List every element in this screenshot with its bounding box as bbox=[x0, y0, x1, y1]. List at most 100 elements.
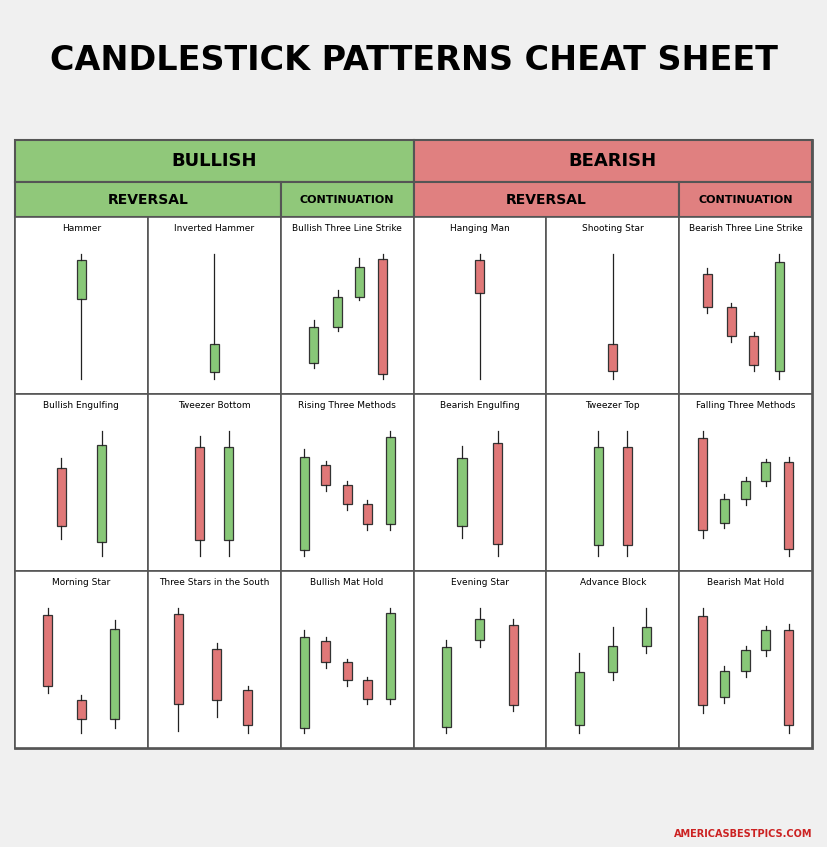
Bar bbox=[299, 637, 308, 728]
Text: Morning Star: Morning Star bbox=[52, 578, 111, 586]
Bar bbox=[679, 571, 812, 748]
Bar bbox=[698, 439, 707, 530]
Bar bbox=[15, 217, 148, 394]
Bar bbox=[243, 690, 252, 725]
Bar bbox=[148, 394, 280, 571]
Bar bbox=[44, 615, 52, 686]
Bar bbox=[355, 267, 364, 296]
Bar bbox=[299, 457, 308, 550]
Bar bbox=[210, 344, 219, 372]
Text: AMERICASBESTPICS.COM: AMERICASBESTPICS.COM bbox=[673, 829, 812, 839]
Text: Advance Block: Advance Block bbox=[580, 578, 646, 586]
Bar bbox=[280, 217, 414, 394]
Bar bbox=[547, 571, 679, 748]
Bar bbox=[385, 437, 394, 524]
Bar bbox=[110, 629, 119, 719]
Bar bbox=[775, 262, 783, 371]
Bar bbox=[56, 468, 65, 526]
Bar bbox=[698, 616, 707, 705]
Bar bbox=[784, 462, 793, 549]
Bar bbox=[719, 671, 729, 697]
Bar bbox=[148, 217, 280, 394]
Text: REVERSAL: REVERSAL bbox=[506, 192, 587, 207]
Text: CANDLESTICK PATTERNS CHEAT SHEET: CANDLESTICK PATTERNS CHEAT SHEET bbox=[50, 43, 777, 76]
Text: Inverted Hammer: Inverted Hammer bbox=[174, 224, 255, 232]
Bar bbox=[363, 680, 372, 699]
Text: BULLISH: BULLISH bbox=[171, 152, 257, 170]
Bar bbox=[414, 140, 812, 182]
Text: Bullish Three Line Strike: Bullish Three Line Strike bbox=[292, 224, 402, 232]
Bar bbox=[509, 625, 518, 705]
Bar bbox=[679, 394, 812, 571]
Bar bbox=[547, 394, 679, 571]
Bar bbox=[679, 217, 812, 394]
Bar bbox=[15, 394, 148, 571]
Bar bbox=[385, 613, 394, 699]
Text: Three Stars in the South: Three Stars in the South bbox=[159, 578, 270, 586]
Bar bbox=[15, 571, 148, 748]
Bar bbox=[494, 443, 502, 544]
Bar bbox=[148, 571, 280, 748]
Bar bbox=[280, 571, 414, 748]
Bar bbox=[15, 140, 414, 182]
Bar bbox=[333, 296, 342, 327]
Bar bbox=[623, 447, 632, 545]
Bar bbox=[98, 445, 106, 542]
Bar bbox=[342, 484, 351, 505]
Bar bbox=[280, 182, 414, 217]
Bar bbox=[727, 307, 736, 336]
Text: Tweezer Top: Tweezer Top bbox=[586, 401, 640, 409]
Bar bbox=[679, 182, 812, 217]
Bar bbox=[195, 446, 204, 540]
Bar bbox=[741, 650, 750, 671]
Bar bbox=[414, 394, 547, 571]
Bar bbox=[608, 646, 617, 673]
Bar bbox=[363, 505, 372, 524]
Text: Bearish Engulfing: Bearish Engulfing bbox=[440, 401, 520, 409]
Bar bbox=[321, 465, 330, 484]
Text: CONTINUATION: CONTINUATION bbox=[698, 195, 793, 204]
Bar bbox=[280, 394, 414, 571]
Bar bbox=[762, 462, 771, 480]
Text: REVERSAL: REVERSAL bbox=[108, 192, 189, 207]
Bar bbox=[342, 662, 351, 680]
Bar bbox=[212, 649, 221, 700]
Bar bbox=[442, 647, 451, 727]
Text: Bullish Mat Hold: Bullish Mat Hold bbox=[310, 578, 384, 586]
Bar bbox=[77, 700, 86, 719]
Text: Bullish Engulfing: Bullish Engulfing bbox=[44, 401, 119, 409]
Bar bbox=[414, 217, 547, 394]
Text: Falling Three Methods: Falling Three Methods bbox=[696, 401, 796, 409]
Bar bbox=[608, 344, 617, 371]
Bar bbox=[476, 261, 485, 293]
Bar bbox=[703, 274, 712, 307]
Bar bbox=[741, 480, 750, 499]
Bar bbox=[174, 614, 183, 705]
Text: Tweezer Bottom: Tweezer Bottom bbox=[178, 401, 251, 409]
Bar bbox=[77, 261, 86, 299]
Bar bbox=[575, 673, 584, 725]
Bar bbox=[414, 571, 547, 748]
Bar bbox=[476, 619, 485, 640]
Bar bbox=[457, 458, 466, 525]
Text: Shooting Star: Shooting Star bbox=[582, 224, 643, 232]
Text: CONTINUATION: CONTINUATION bbox=[300, 195, 394, 204]
Text: Evening Star: Evening Star bbox=[451, 578, 509, 586]
Bar bbox=[224, 446, 233, 540]
Bar bbox=[594, 447, 603, 545]
Bar bbox=[15, 182, 280, 217]
Bar bbox=[547, 217, 679, 394]
Bar bbox=[321, 640, 330, 662]
Bar bbox=[309, 327, 318, 363]
Bar bbox=[749, 336, 758, 365]
Text: Bearish Mat Hold: Bearish Mat Hold bbox=[707, 578, 784, 586]
Text: Bearish Three Line Strike: Bearish Three Line Strike bbox=[689, 224, 802, 232]
Bar bbox=[719, 499, 729, 523]
Bar bbox=[642, 627, 651, 646]
Bar bbox=[15, 140, 812, 748]
Bar bbox=[784, 630, 793, 725]
Text: Hanging Man: Hanging Man bbox=[450, 224, 509, 232]
Bar bbox=[379, 259, 388, 374]
Text: Hammer: Hammer bbox=[62, 224, 101, 232]
Text: BEARISH: BEARISH bbox=[569, 152, 657, 170]
